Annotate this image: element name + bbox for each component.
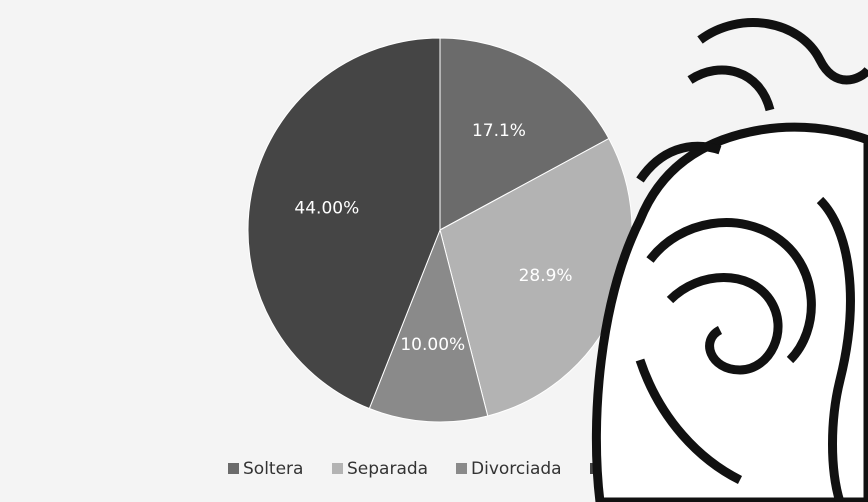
pie: 17.1% 28.9% 10.00% 44.00%	[248, 38, 632, 422]
legend-label: Soltera	[243, 459, 303, 479]
legend-swatch	[228, 463, 239, 474]
chart: 17.1% 28.9% 10.00% 44.00% Soltera Separada Di…	[0, 0, 868, 502]
data-label: 44.00%	[294, 198, 359, 218]
legend-label: Divorciada	[471, 459, 562, 479]
legend-label: Separada	[347, 459, 428, 479]
legend-swatch	[456, 463, 467, 474]
legend-swatch	[332, 463, 343, 474]
data-label: 10.00%	[400, 335, 465, 355]
data-label: 28.9%	[519, 266, 573, 286]
data-label: 17.1%	[472, 121, 526, 141]
